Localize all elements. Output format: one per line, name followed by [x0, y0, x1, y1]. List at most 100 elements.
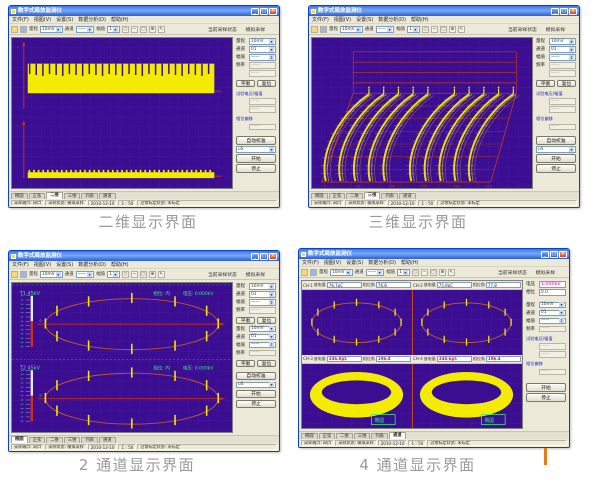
- unit-dropdown[interactable]: uS ▾: [236, 146, 276, 153]
- close-button[interactable]: ×: [569, 7, 577, 15]
- rect-icon[interactable]: ▢: [139, 270, 147, 278]
- chevron-down-icon[interactable]: ▾: [377, 269, 383, 275]
- open-icon[interactable]: [11, 270, 18, 278]
- save-icon[interactable]: [310, 268, 317, 276]
- minimize-button[interactable]: _: [251, 7, 259, 15]
- menu-item[interactable]: 视图(V): [33, 262, 52, 268]
- chevron-down-icon[interactable]: ▾: [55, 26, 61, 32]
- tab-2[interactable]: 二维: [346, 193, 363, 199]
- autocal-button[interactable]: 自动校准: [236, 371, 276, 380]
- chevron-down-icon[interactable]: ▾: [569, 146, 574, 152]
- tab-3[interactable]: 三维: [353, 433, 371, 439]
- toolbar-dropdown[interactable]: —— ▾: [75, 270, 95, 278]
- chevron-down-icon[interactable]: ▾: [569, 46, 574, 52]
- circle-icon[interactable]: ○: [121, 270, 129, 278]
- toolbar-dropdown[interactable]: 1 ▾: [107, 270, 120, 278]
- chevron-down-icon[interactable]: ▾: [269, 291, 274, 297]
- reset-button[interactable]: 复位: [557, 80, 576, 87]
- spinner[interactable]: —— ↕: [539, 317, 566, 324]
- dropdown[interactable]: 10mV ▾: [249, 38, 276, 45]
- open-icon[interactable]: [311, 25, 318, 33]
- maximize-button[interactable]: □: [550, 250, 558, 258]
- chevron-down-icon[interactable]: ▾: [269, 382, 274, 388]
- autocal-button[interactable]: 自动校准: [536, 136, 576, 145]
- rect-icon[interactable]: ▢: [429, 268, 437, 276]
- zoom-icon[interactable]: ⊕: [148, 25, 156, 33]
- chevron-down-icon[interactable]: ▾: [559, 310, 564, 316]
- menu-item[interactable]: 视图(V): [33, 17, 52, 23]
- chevron-down-icon[interactable]: ▾: [112, 271, 118, 277]
- spinner-icon[interactable]: ↕: [269, 299, 274, 305]
- chevron-down-icon[interactable]: ▾: [269, 326, 274, 332]
- menu-item[interactable]: 帮助(H): [110, 17, 129, 23]
- chevron-down-icon[interactable]: ▾: [55, 271, 61, 277]
- stop-button[interactable]: 停止: [236, 164, 276, 173]
- reset-button[interactable]: 复位: [257, 359, 276, 367]
- maximize-button[interactable]: □: [560, 7, 568, 15]
- title-bar[interactable]: 数字式局放监测仪 _ □ ×: [9, 6, 279, 16]
- tab-3[interactable]: 三维: [63, 193, 81, 199]
- toolbar-dropdown[interactable]: —— ▾: [375, 25, 395, 33]
- close-button[interactable]: ×: [269, 7, 277, 15]
- menu-item[interactable]: 视图(V): [323, 260, 342, 266]
- circle-icon[interactable]: ○: [421, 25, 429, 33]
- spinner-icon[interactable]: ↕: [269, 54, 274, 60]
- zoom-icon[interactable]: ⊕: [448, 25, 456, 33]
- title-bar[interactable]: 数字式局放监测仪 _ □ ×: [9, 251, 279, 261]
- chevron-down-icon[interactable]: ▾: [269, 283, 274, 289]
- minimize-button[interactable]: _: [541, 250, 549, 258]
- save-icon[interactable]: [20, 25, 27, 33]
- tab-5[interactable]: 通道: [98, 437, 116, 443]
- dropdown[interactable]: 10mV ▾: [539, 301, 566, 308]
- toolbar-dropdown[interactable]: 10mV ▾: [40, 25, 63, 33]
- dropdown[interactable]: 10mV ▾: [249, 325, 276, 332]
- phase-field[interactable]: 196.4: [375, 355, 412, 362]
- rect-icon[interactable]: ▢: [139, 25, 147, 33]
- minus-icon[interactable]: −: [430, 25, 438, 33]
- chevron-down-icon[interactable]: ▾: [412, 26, 418, 32]
- title-bar[interactable]: 数字式局放监测仪 _ □ ×: [309, 6, 579, 16]
- discharge-field[interactable]: 75.9pC: [436, 282, 472, 288]
- tab-0[interactable]: 椭圆: [11, 193, 28, 199]
- discharge-field[interactable]: 346.8pC: [326, 355, 362, 362]
- tab-4[interactable]: 列表: [81, 193, 98, 199]
- menu-item[interactable]: 文件(F): [12, 17, 29, 23]
- tab-5[interactable]: 通道: [388, 432, 406, 439]
- stop-button[interactable]: 停止: [536, 164, 576, 173]
- toolbar-dropdown[interactable]: 10mV ▾: [40, 270, 63, 278]
- tab-2[interactable]: 二维: [336, 433, 353, 439]
- chevron-down-icon[interactable]: ▾: [569, 38, 574, 44]
- maximize-button[interactable]: □: [260, 252, 268, 260]
- chevron-down-icon[interactable]: ▾: [269, 334, 274, 340]
- open-icon[interactable]: [301, 268, 308, 276]
- zoom-icon[interactable]: ⊕: [438, 268, 446, 276]
- menu-item[interactable]: 数据分析(D): [368, 260, 396, 266]
- phase-field[interactable]: 77.8: [485, 282, 522, 288]
- reset-button[interactable]: 复位: [257, 80, 276, 87]
- menu-item[interactable]: 设置(S): [56, 17, 74, 23]
- tab-0[interactable]: 椭圆: [301, 433, 318, 439]
- chevron-down-icon[interactable]: ▾: [345, 269, 351, 275]
- tab-3[interactable]: 三维: [363, 192, 381, 199]
- menu-item[interactable]: 数据分析(D): [78, 17, 106, 23]
- balance-button[interactable]: 平衡: [236, 359, 255, 367]
- chevron-down-icon[interactable]: ▾: [112, 26, 118, 32]
- menu-item[interactable]: 帮助(H): [400, 260, 419, 266]
- menu-item[interactable]: 设置(S): [56, 262, 74, 268]
- discharge-field[interactable]: 348.6pC: [436, 355, 472, 362]
- toolbar-dropdown[interactable]: 1 ▾: [407, 25, 420, 33]
- tab-0[interactable]: 椭圆: [311, 193, 328, 199]
- zoom-icon[interactable]: ⊕: [148, 270, 156, 278]
- circle-icon[interactable]: ○: [411, 268, 419, 276]
- tab-1[interactable]: 正弦: [318, 433, 336, 439]
- chevron-down-icon[interactable]: ▾: [387, 26, 393, 32]
- discharge-field[interactable]: 76.7pC: [326, 282, 362, 288]
- chevron-down-icon[interactable]: ▾: [355, 26, 361, 32]
- unit-dropdown[interactable]: uS ▾: [536, 146, 576, 153]
- spinner-icon[interactable]: ↕: [269, 342, 274, 348]
- start-button[interactable]: 开始: [236, 389, 276, 398]
- dropdown[interactable]: 10mV ▾: [549, 38, 576, 45]
- dropdown[interactable]: 01 ▾: [539, 309, 566, 316]
- spinner[interactable]: —— ↕: [249, 341, 276, 348]
- menu-item[interactable]: 数据分析(D): [78, 262, 106, 268]
